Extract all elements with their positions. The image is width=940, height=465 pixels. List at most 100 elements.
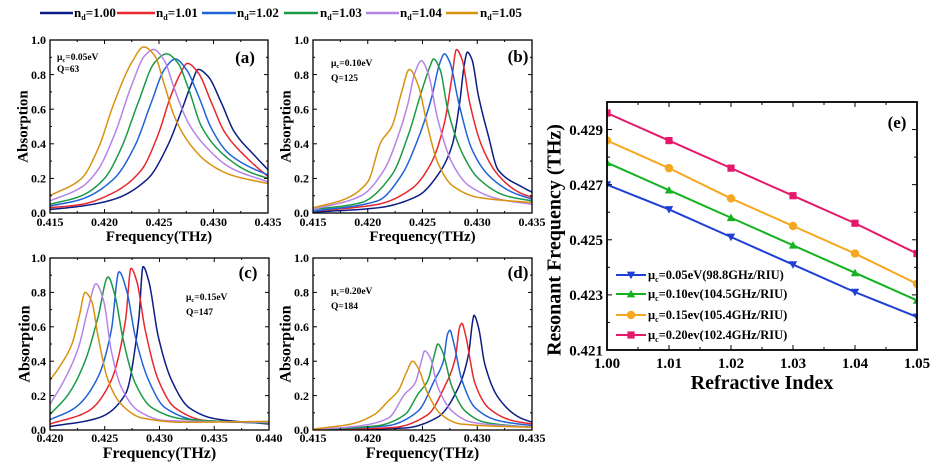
y-axis-title: Absorption bbox=[15, 90, 31, 163]
x-tick-label: 0.415 bbox=[300, 215, 327, 229]
annotation-symbol: μ bbox=[331, 287, 337, 297]
data-point-e-1-4 bbox=[850, 268, 860, 277]
q-factor-label: Q=125 bbox=[331, 74, 358, 84]
legend-e-label: μc=0.05eV(98.8GHz/RIU) bbox=[648, 268, 784, 284]
panel-label: (d) bbox=[508, 263, 529, 282]
legend-e-item: μc=0.10ev(104.5GHz/RIU) bbox=[616, 287, 787, 303]
x-tick-label: 0.430 bbox=[200, 215, 227, 229]
y-tick-label: 0.2 bbox=[31, 389, 46, 403]
data-point-e-2-2 bbox=[726, 194, 736, 203]
annotation-value: =0.10eV bbox=[339, 59, 372, 69]
tick-marks bbox=[607, 102, 917, 350]
legend-item: nd=1.02 bbox=[202, 5, 279, 22]
plot-area bbox=[607, 109, 917, 322]
data-point-e-0-2 bbox=[726, 233, 736, 242]
y-tick-label: 0.2 bbox=[31, 172, 46, 186]
legend-value: =1.04 bbox=[412, 5, 443, 20]
panel-a: 0.415 0.420 0.425 0.430 0.435 0.0 0.2 0.4 0.6 0.8… bbox=[15, 33, 281, 245]
annotation-value: =0.20eV bbox=[339, 287, 372, 297]
series-line-d-0 bbox=[313, 314, 532, 430]
legend-e-value: =0.20ev(102.4GHz/RIU) bbox=[659, 328, 788, 342]
x-tick-label: 0.435 bbox=[201, 431, 228, 445]
x-tick-label: 0.420 bbox=[354, 431, 381, 445]
y-axis-title: Resonant Frequency (THz) bbox=[544, 124, 566, 356]
legend-e-symbol: μ bbox=[648, 287, 655, 301]
q-factor-label: Q=184 bbox=[331, 302, 358, 312]
plot-area bbox=[50, 46, 268, 211]
data-point-e-0-4 bbox=[850, 288, 860, 297]
x-tick-label: 0.435 bbox=[519, 431, 546, 445]
x-axis-title: Frequency(THz) bbox=[103, 445, 216, 462]
x-tick-label: 0.420 bbox=[91, 215, 118, 229]
series-line-e-2 bbox=[607, 139, 917, 285]
legend-e-subscript: c bbox=[655, 335, 659, 344]
data-point-e-0-3 bbox=[788, 261, 798, 269]
series-line-d-5 bbox=[313, 360, 532, 430]
data-point-e-1-1 bbox=[664, 185, 674, 194]
series-line-b-0 bbox=[313, 51, 532, 213]
legend-e-marker bbox=[627, 331, 635, 339]
y-tick-label: 0.4 bbox=[294, 354, 309, 368]
series-line-c-3 bbox=[50, 276, 269, 424]
data-point-e-1-0 bbox=[607, 158, 612, 166]
legend-subscript: d bbox=[407, 13, 412, 22]
series-line-a-0 bbox=[50, 68, 268, 211]
panel-b: 0.415 0.420 0.425 0.430 0.435 0.0 0.2 0.4 0.6 0.8… bbox=[278, 33, 545, 245]
series-line-a-1 bbox=[50, 62, 268, 209]
y-tick-label: 0.8 bbox=[31, 286, 46, 300]
series-line-a-3 bbox=[50, 53, 268, 206]
y-tick-label: 0.0 bbox=[31, 206, 46, 220]
x-axis-title: Frequency(THz) bbox=[369, 229, 475, 245]
legend-e-marker bbox=[626, 310, 636, 320]
panel-e: 1.00 1.01 1.02 1.03 1.04 1.05 0.421 0.423 0.425 0… bbox=[544, 101, 930, 394]
y-tick-label: 1.0 bbox=[294, 251, 309, 265]
x-tick-label: 0.440 bbox=[256, 431, 283, 445]
legend-e-subscript: c bbox=[655, 315, 659, 324]
series-line-c-5 bbox=[50, 291, 269, 424]
panel-c: 0.420 0.425 0.430 0.435 0.440 0.0 0.2 0.4 0.6 0.8… bbox=[17, 251, 283, 462]
y-tick-label: 0.8 bbox=[31, 68, 46, 82]
legend-label: nd=1.03 bbox=[320, 5, 362, 22]
legend-subscript: d bbox=[327, 13, 332, 22]
tick-marks bbox=[50, 40, 268, 213]
panel-annotation: μc=0.10eV Q=125 bbox=[331, 59, 373, 84]
series-line-d-4 bbox=[313, 350, 532, 430]
data-point-e-3-3 bbox=[789, 192, 797, 200]
data-point-e-3-5 bbox=[913, 249, 917, 258]
x-axis-title: Refractive Index bbox=[691, 372, 834, 394]
legend-symbol: n bbox=[400, 5, 408, 20]
legend-e-label: μc=0.20ev(102.4GHz/RIU) bbox=[648, 328, 787, 344]
data-point-e-1-2 bbox=[726, 213, 736, 222]
series-line-e-3 bbox=[607, 112, 917, 255]
legend-e-symbol: μ bbox=[648, 268, 655, 282]
legend-value: =1.01 bbox=[168, 5, 198, 20]
series-line-c-2 bbox=[50, 271, 269, 424]
legend-e-label: μc=0.10ev(104.5GHz/RIU) bbox=[648, 287, 787, 303]
legend-item: nd=1.01 bbox=[117, 5, 198, 22]
legend-symbol: n bbox=[74, 5, 82, 20]
x-tick-label: 0.435 bbox=[255, 215, 282, 229]
series-line-b-5 bbox=[313, 68, 532, 209]
y-tick-label: 0.429 bbox=[569, 123, 603, 139]
chemical-potential-label: μc=0.05eV bbox=[57, 53, 99, 64]
x-tick-label: 0.420 bbox=[354, 215, 381, 229]
legend-symbol: n bbox=[480, 5, 488, 20]
x-tick-label: 0.415 bbox=[37, 215, 64, 229]
legend-e-item: μc=0.15ev(105.4GHz/RIU) bbox=[616, 308, 787, 324]
y-tick-label: 0.8 bbox=[294, 68, 309, 82]
data-point-e-3-2 bbox=[727, 164, 735, 172]
y-tick-label: 0.0 bbox=[31, 423, 46, 437]
series-line-d-3 bbox=[313, 343, 532, 430]
q-factor-label: Q=147 bbox=[186, 308, 213, 318]
legend-item: nd=1.03 bbox=[284, 5, 362, 22]
annotation-value: =0.05eV bbox=[65, 53, 98, 63]
series-line-c-0 bbox=[50, 265, 269, 428]
plot-area bbox=[313, 48, 532, 213]
series-line-c-4 bbox=[50, 283, 269, 424]
annotation-subscript: c bbox=[62, 57, 65, 64]
legend-e-item: μc=0.05eV(98.8GHz/RIU) bbox=[616, 268, 784, 284]
legend-value: =1.02 bbox=[249, 5, 279, 20]
legend-value: =1.03 bbox=[332, 5, 363, 20]
